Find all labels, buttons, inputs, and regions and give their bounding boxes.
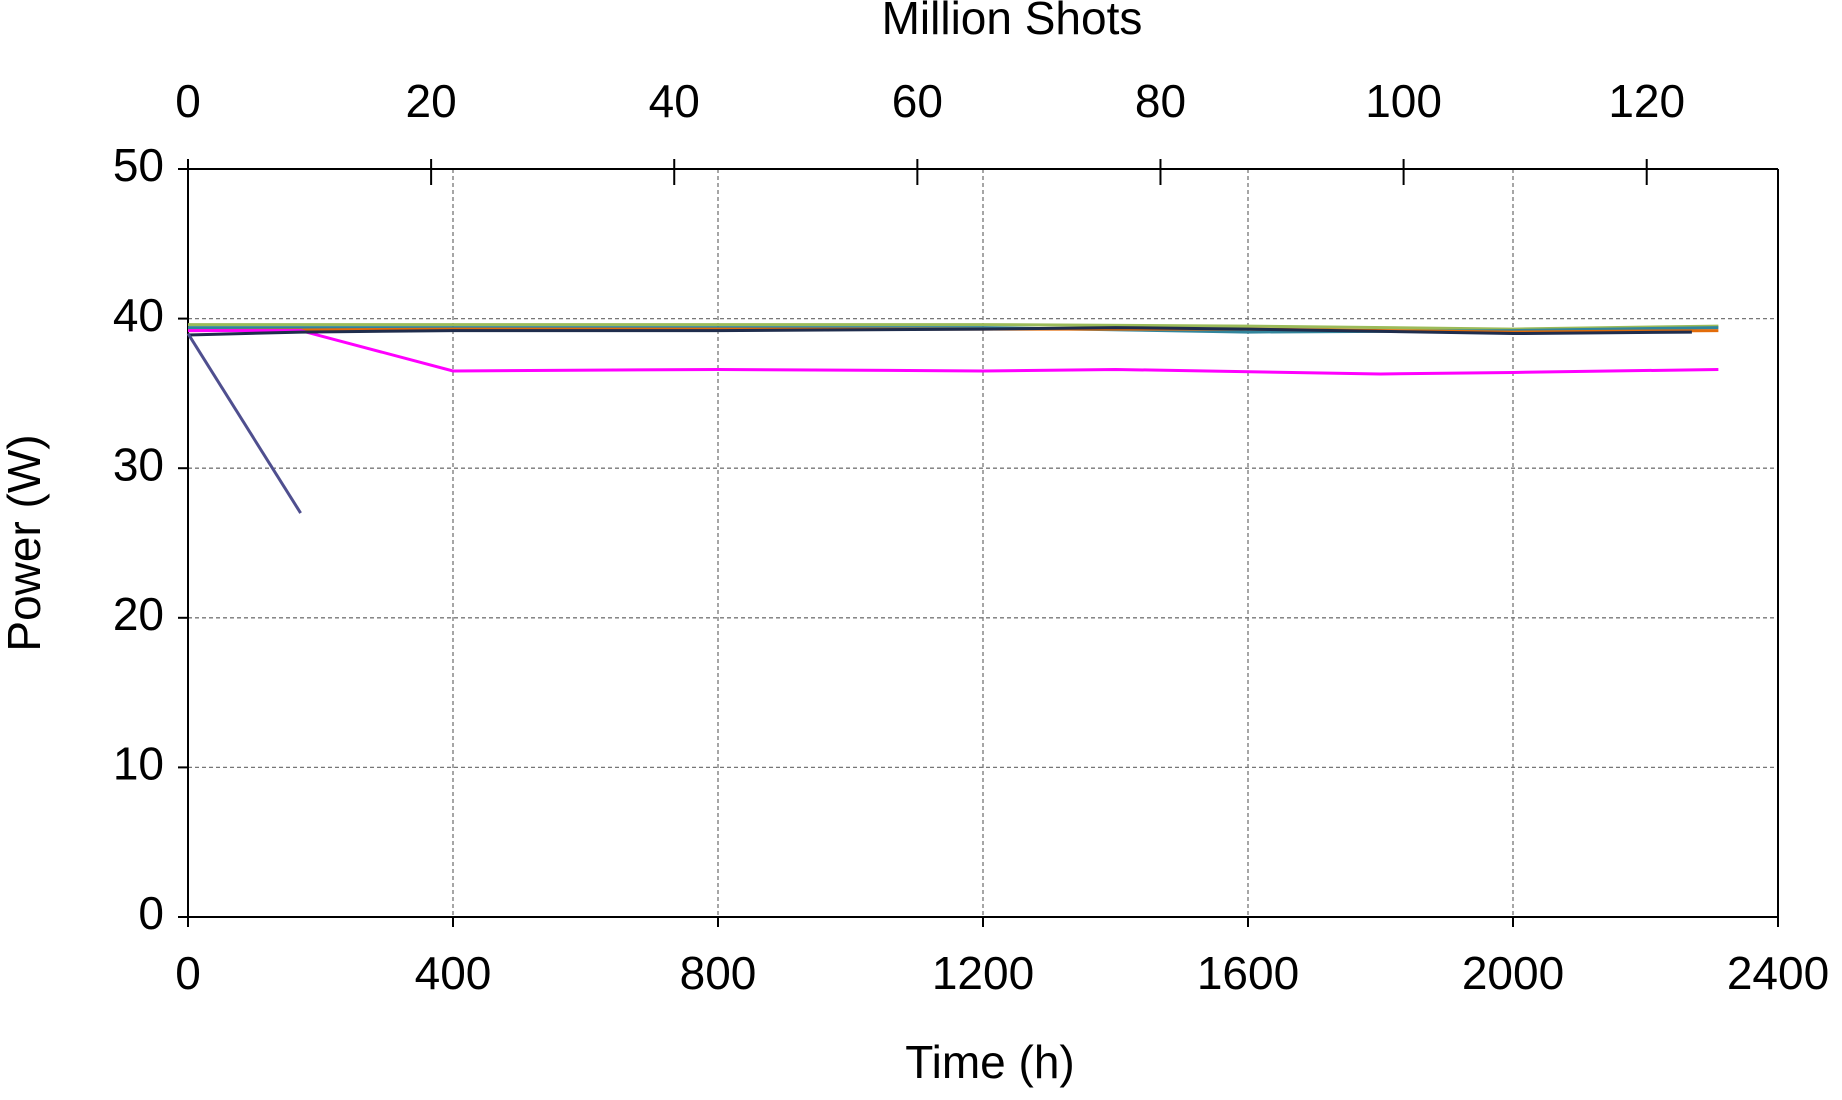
x2-axis-label: Million Shots	[882, 0, 1143, 44]
x2-tick-label: 20	[406, 75, 457, 127]
y-axis-label: Power (W)	[0, 434, 50, 651]
y-tick-label: 40	[113, 289, 164, 341]
y-tick-label: 30	[113, 438, 164, 490]
x-tick-label: 1200	[932, 947, 1034, 999]
x2-tick-label: 60	[892, 75, 943, 127]
x2-tick-label: 100	[1365, 75, 1442, 127]
x-tick-label: 800	[680, 947, 757, 999]
x-tick-label: 0	[175, 947, 201, 999]
x2-tick-label: 40	[649, 75, 700, 127]
x2-tick-label: 120	[1608, 75, 1685, 127]
x-tick-label: 1600	[1197, 947, 1299, 999]
x-tick-label: 2400	[1727, 947, 1829, 999]
data-line	[187, 326, 1692, 337]
x-axis-label: Time (h)	[905, 1036, 1075, 1088]
x2-tick-label: 0	[175, 75, 201, 127]
y-tick-label: 50	[113, 139, 164, 191]
y-tick-label: 20	[113, 588, 164, 640]
y-tick-label: 0	[138, 887, 164, 939]
x2-tick-label: 80	[1135, 75, 1186, 127]
y-tick-label: 10	[113, 738, 164, 790]
data-line	[186, 332, 302, 514]
x-tick-label: 2000	[1462, 947, 1564, 999]
data-line	[188, 329, 1719, 376]
x-tick-label: 400	[415, 947, 492, 999]
